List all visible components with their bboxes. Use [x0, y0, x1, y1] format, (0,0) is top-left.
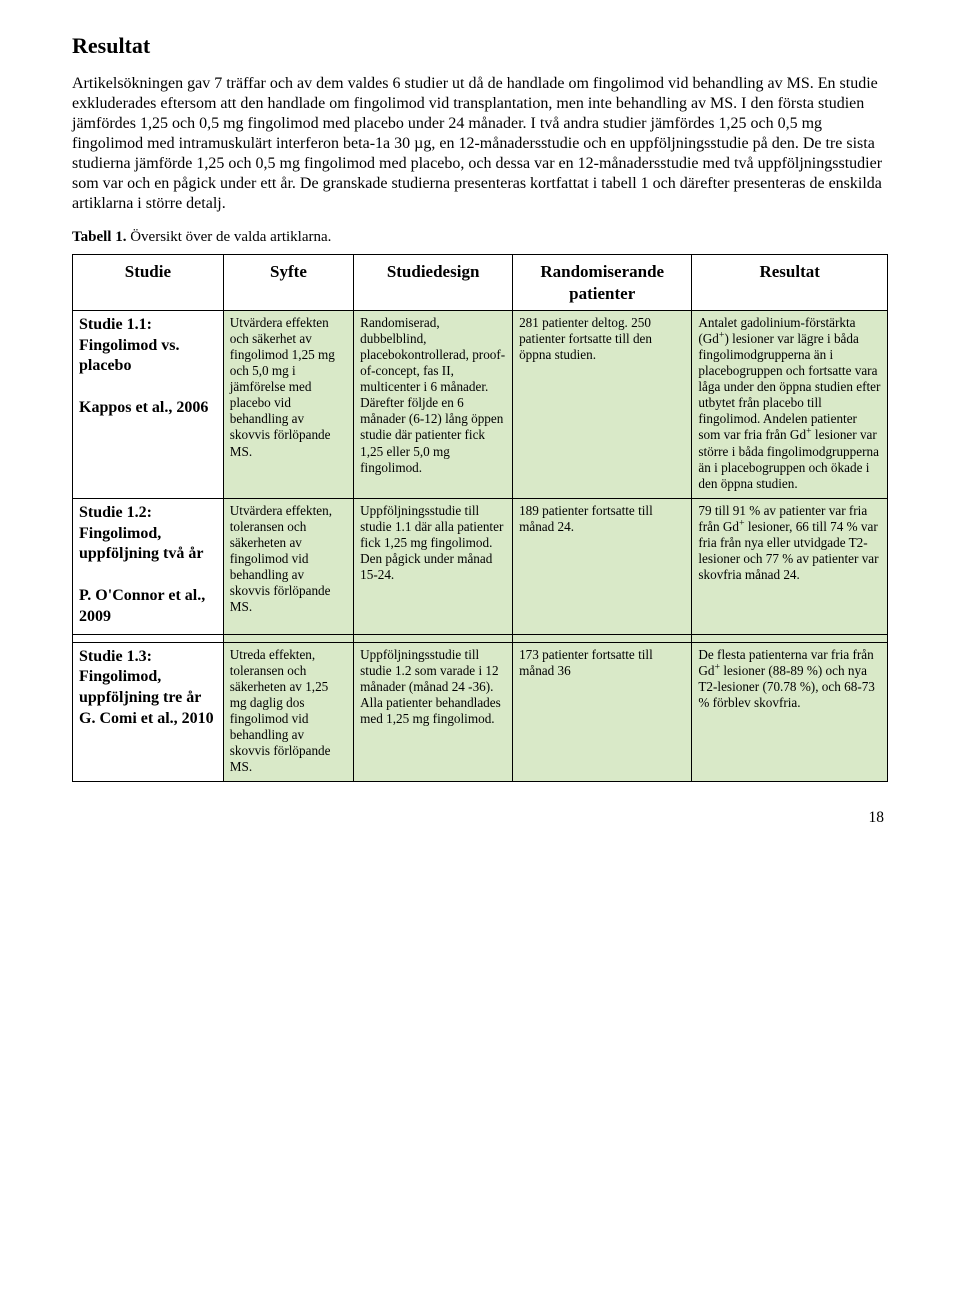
intro-paragraph: Artikelsökningen gav 7 träffar och av de… [72, 74, 888, 214]
col-header-random: Randomiserande patienter [513, 255, 692, 311]
table-row: Studie 1.3:Fingolimod, uppföljning tre å… [73, 642, 888, 782]
caption-label: Tabell 1. [72, 229, 126, 245]
cell-design: Randomiserad, dubbelblind, placebokontro… [354, 310, 513, 498]
cell-studie: Studie 1.1:Fingolimod vs. placeboKappos … [73, 310, 224, 498]
cell-studie: Studie 1.3:Fingolimod, uppföljning tre å… [73, 642, 224, 782]
cell-syfte: Utvärdera effekten och säkerhet av fingo… [223, 310, 353, 498]
table-header-row: Studie Syfte Studiedesign Randomiserande… [73, 255, 888, 311]
cell-result: De flesta patienterna var fria från Gd+ … [692, 642, 888, 782]
col-header-design: Studiedesign [354, 255, 513, 311]
table-spacer-row [73, 634, 888, 642]
caption-rest: Översikt över de valda artiklarna. [126, 229, 331, 245]
study-table: Studie Syfte Studiedesign Randomiserande… [72, 254, 888, 782]
cell-result: 79 till 91 % av patienter var fria från … [692, 498, 888, 634]
col-header-syfte: Syfte [223, 255, 353, 311]
cell-syfte: Utvärdera effekten, toleransen och säker… [223, 498, 353, 634]
table-row: Studie 1.2:Fingolimod, uppföljning två å… [73, 498, 888, 634]
cell-random: 173 patienter fortsatte till månad 36 [513, 642, 692, 782]
page-number: 18 [72, 808, 888, 827]
cell-result: Antalet gadolinium-förstärkta (Gd+) lesi… [692, 310, 888, 498]
table-row: Studie 1.1:Fingolimod vs. placeboKappos … [73, 310, 888, 498]
cell-studie: Studie 1.2:Fingolimod, uppföljning två å… [73, 498, 224, 634]
col-header-resultat: Resultat [692, 255, 888, 311]
cell-random: 189 patienter fortsatte till månad 24. [513, 498, 692, 634]
section-heading: Resultat [72, 32, 888, 60]
table-caption: Tabell 1. Översikt över de valda artikla… [72, 228, 888, 247]
col-header-studie: Studie [73, 255, 224, 311]
cell-random: 281 patienter deltog. 250 patienter fort… [513, 310, 692, 498]
cell-design: Uppföljningsstudie till studie 1.1 där a… [354, 498, 513, 634]
cell-design: Uppföljningsstudie till studie 1.2 som v… [354, 642, 513, 782]
cell-syfte: Utreda effekten, toleransen och säkerhet… [223, 642, 353, 782]
